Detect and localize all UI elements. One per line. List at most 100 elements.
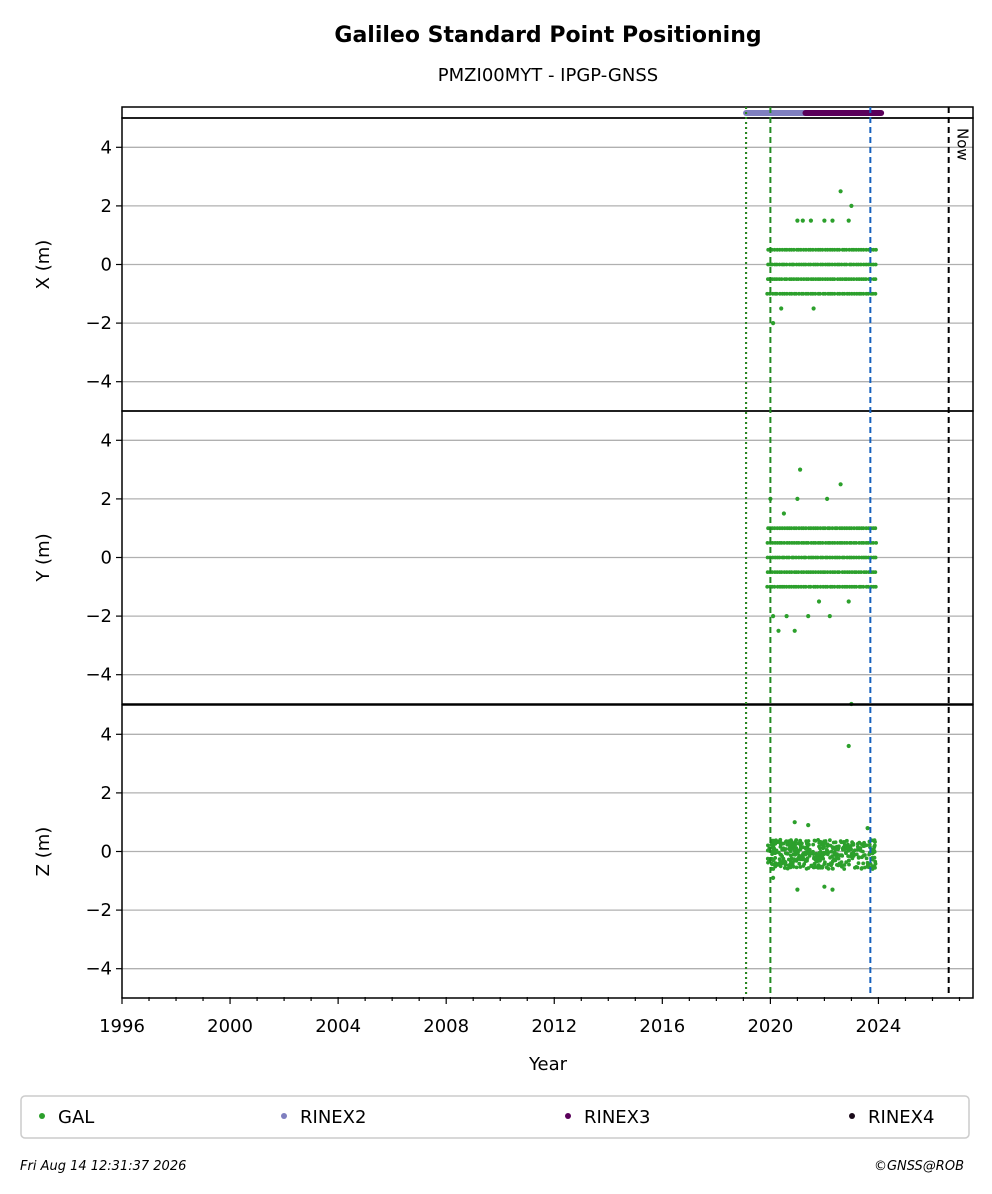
gal-point bbox=[872, 864, 876, 869]
gal-point bbox=[830, 218, 835, 223]
gal-point bbox=[835, 847, 839, 851]
gal-point bbox=[842, 840, 846, 844]
gal-point bbox=[779, 861, 784, 866]
gal-point bbox=[812, 862, 817, 866]
gal-point bbox=[803, 846, 808, 851]
gal-point bbox=[798, 467, 803, 472]
gal-point bbox=[782, 555, 786, 560]
gal-point bbox=[814, 853, 819, 858]
gal-point bbox=[797, 291, 801, 296]
gal-point bbox=[806, 277, 811, 281]
gal-point bbox=[766, 860, 770, 865]
gal-point bbox=[803, 584, 808, 589]
gal-point bbox=[859, 842, 864, 847]
gal-point bbox=[821, 852, 826, 856]
gal-point bbox=[771, 321, 776, 326]
gal-point bbox=[799, 555, 804, 560]
gal-point bbox=[784, 847, 788, 851]
gal-point bbox=[855, 841, 860, 846]
gal-point bbox=[835, 526, 839, 531]
gal-point bbox=[766, 843, 770, 848]
y-tick-label: 0 bbox=[101, 255, 112, 276]
gal-point bbox=[790, 843, 795, 848]
gal-point bbox=[785, 851, 789, 856]
gal-point bbox=[858, 846, 863, 850]
gal-point bbox=[818, 584, 823, 589]
gal-point bbox=[777, 857, 782, 862]
gal-point bbox=[799, 277, 804, 281]
gal-point bbox=[830, 526, 835, 531]
gal-point bbox=[779, 541, 784, 545]
gal-point bbox=[830, 854, 834, 858]
gal-point bbox=[825, 496, 830, 501]
gal-point bbox=[779, 306, 784, 311]
gal-point bbox=[808, 218, 814, 223]
gal-point bbox=[861, 849, 865, 854]
gal-point bbox=[796, 541, 801, 545]
gal-point bbox=[812, 856, 816, 861]
gal-point bbox=[837, 584, 842, 589]
gal-point bbox=[854, 570, 859, 574]
gal-point bbox=[830, 555, 835, 560]
gal-point bbox=[800, 852, 805, 857]
gal-point bbox=[820, 541, 825, 545]
gal-point bbox=[859, 570, 863, 574]
gal-point bbox=[794, 555, 798, 560]
gal-point bbox=[823, 839, 828, 843]
gal-point bbox=[825, 570, 830, 574]
x-axis-label: Year bbox=[528, 1054, 568, 1075]
gal-point bbox=[772, 247, 777, 252]
gal-point bbox=[776, 863, 780, 867]
gal-point bbox=[823, 570, 827, 574]
gal-point bbox=[846, 743, 851, 749]
gal-point bbox=[864, 247, 869, 252]
gal-point bbox=[821, 856, 826, 861]
gal-point bbox=[847, 247, 852, 252]
gal-point bbox=[784, 277, 789, 281]
gal-point bbox=[813, 541, 818, 545]
chart-subtitle: PMZI00MYT - IPGP-GNSS bbox=[438, 65, 658, 86]
gal-point bbox=[806, 866, 811, 870]
gal-point bbox=[822, 862, 827, 866]
gal-point bbox=[863, 853, 867, 857]
gal-point bbox=[797, 861, 802, 866]
gal-point bbox=[830, 866, 835, 871]
gal-point bbox=[832, 584, 837, 589]
gal-point bbox=[778, 837, 783, 842]
gal-point bbox=[872, 843, 877, 848]
y-tick-label: 2 bbox=[101, 196, 112, 217]
gal-point bbox=[854, 865, 859, 869]
gal-point bbox=[832, 277, 837, 281]
x-tick-label: 2008 bbox=[423, 1016, 469, 1037]
x-tick-label: 2004 bbox=[315, 1016, 361, 1037]
gal-point bbox=[778, 864, 783, 869]
gal-point bbox=[772, 526, 777, 531]
gal-point bbox=[808, 262, 813, 267]
gal-point bbox=[866, 541, 871, 545]
gal-point bbox=[846, 854, 850, 858]
gal-point bbox=[785, 866, 790, 871]
gal-point bbox=[873, 262, 878, 267]
gal-point bbox=[820, 262, 825, 267]
gal-point bbox=[860, 866, 864, 870]
gal-point bbox=[811, 842, 816, 847]
gal-point bbox=[866, 291, 871, 296]
legend-marker-rinex3 bbox=[565, 1113, 571, 1119]
gal-point bbox=[801, 291, 806, 296]
gal-point bbox=[805, 856, 810, 861]
y-tick-label: 4 bbox=[101, 724, 112, 745]
gal-point bbox=[784, 247, 789, 252]
legend-label-rinex4: RINEX4 bbox=[868, 1107, 934, 1128]
gal-point bbox=[841, 847, 846, 852]
gal-point bbox=[815, 555, 820, 560]
panel-x: 4 2 0 −2 −4 X (m) bbox=[33, 117, 974, 412]
gal-point bbox=[837, 247, 842, 252]
legend-marker-rinex2 bbox=[281, 1113, 287, 1119]
gal-point bbox=[812, 865, 817, 870]
gal-point bbox=[802, 862, 807, 866]
gal-point bbox=[795, 218, 800, 223]
x-tick-label: 2020 bbox=[747, 1016, 793, 1037]
gal-point bbox=[833, 570, 837, 574]
y-tick-label: −2 bbox=[85, 900, 112, 921]
gal-point bbox=[831, 846, 835, 851]
